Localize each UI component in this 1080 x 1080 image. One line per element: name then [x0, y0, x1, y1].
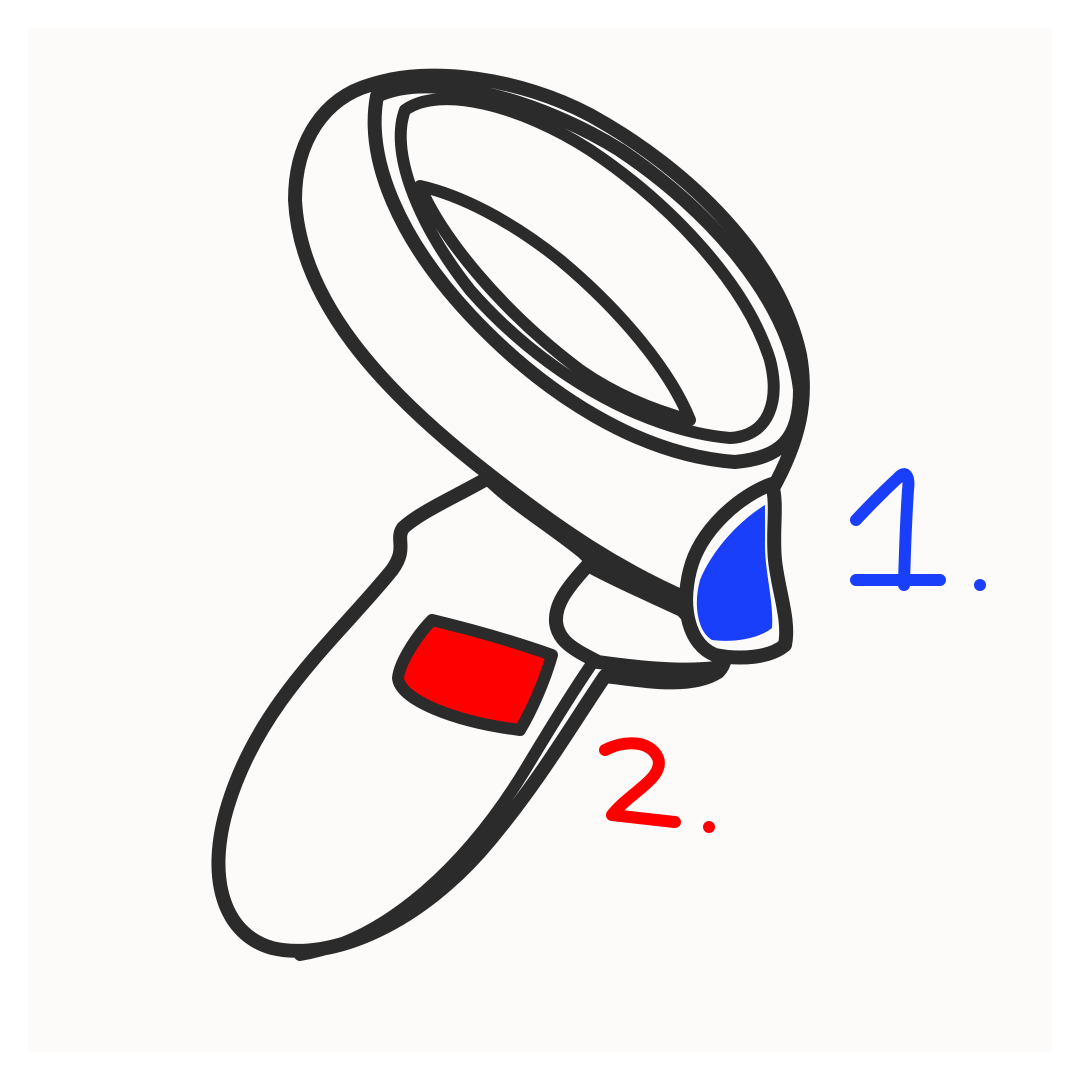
label-2 — [599, 737, 715, 833]
tracking-ring-opening — [414, 180, 696, 426]
grip-button-highlight — [392, 614, 558, 736]
handle-seam — [294, 649, 604, 961]
label-2-dot — [703, 821, 715, 833]
label-1 — [850, 468, 986, 591]
trigger-button-highlight — [696, 505, 773, 641]
label-2-stroke — [599, 737, 681, 828]
label-1-dot — [974, 579, 986, 591]
collar-piece — [548, 558, 728, 677]
tracking-ring-inner-edge — [394, 93, 780, 444]
label-1-stroke — [850, 468, 946, 591]
